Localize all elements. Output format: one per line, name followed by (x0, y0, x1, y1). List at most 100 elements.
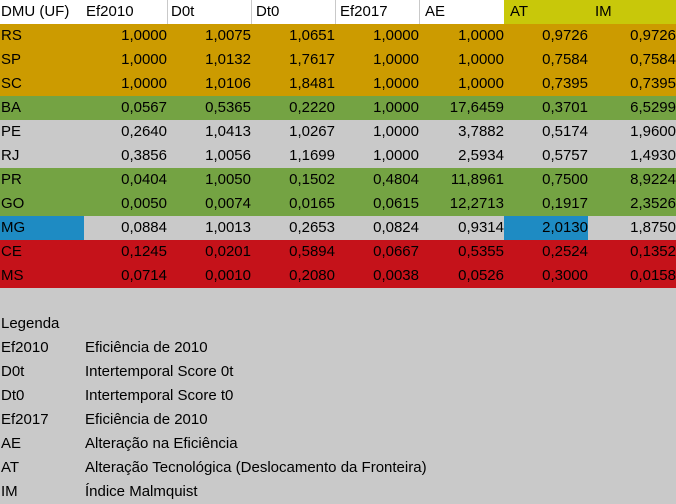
table-cell: 1,0000 (458, 27, 504, 44)
table-cell: 1,4930 (630, 147, 676, 164)
table-cell: 0,9726 (630, 27, 676, 44)
row-label: PR (1, 171, 22, 188)
legend-item: AT Alteração Tecnológica (Deslocamento da… (0, 456, 676, 480)
table-cell: 1,0413 (205, 123, 251, 140)
column-header: Ef2010 (84, 0, 167, 24)
table-cell: 0,0615 (373, 195, 419, 212)
table-cell: 0,0567 (121, 99, 167, 116)
table-row: SP 1,0000 1,0132 1,7617 1,0000 1,0000 0,7584 0,… (0, 48, 676, 72)
row-label: MS (1, 267, 24, 284)
column-header: D0t (168, 0, 251, 24)
table-cell: 8,9224 (630, 171, 676, 188)
legend-items: Ef2010 Eficiência de 2010 D0t Intertemporal… (0, 336, 676, 504)
row-label: RJ (1, 147, 20, 164)
table-cell: 0,0050 (121, 195, 167, 212)
table-cell: 1,0000 (373, 75, 419, 92)
table-cell: 0,0158 (630, 267, 676, 284)
table-cell: 1,0132 (205, 51, 251, 68)
table-row: BA 0,0567 0,5365 0,2220 1,0000 17,6459 0,3701 6… (0, 96, 676, 120)
table-cell: 6,5299 (630, 99, 676, 116)
table-cell: 0,7395 (542, 75, 588, 92)
table-cell: 1,0000 (373, 51, 419, 68)
legend-description: Alteração Tecnológica (Deslocamento da F… (85, 459, 427, 476)
table-cell: 0,3701 (542, 99, 588, 116)
column-header: IM (588, 0, 676, 24)
table-cell: 1,0050 (205, 171, 251, 188)
legend-item: Ef2017 Eficiência de 2010 (0, 408, 676, 432)
legend-title: Legenda (1, 315, 60, 332)
table-row: MS 0,0714 0,0010 0,2080 0,0038 0,0526 0,3000 0,… (0, 264, 676, 288)
table-cell: 0,1352 (630, 243, 676, 260)
table-cell: 2,0130 (504, 216, 588, 240)
table-row: RS 1,0000 1,0075 1,0651 1,0000 1,0000 0,9726 0,… (0, 24, 676, 48)
table-cell: 0,0526 (458, 267, 504, 284)
row-label: MG (0, 216, 84, 240)
legend-item: Ef2010 Eficiência de 2010 (0, 336, 676, 360)
table-cell: 2,3526 (630, 195, 676, 212)
table-cell: 12,2713 (449, 195, 504, 212)
table-cell: 0,5757 (542, 147, 588, 164)
table-cell: 1,0000 (458, 75, 504, 92)
table-cell: 0,0714 (121, 267, 167, 284)
legend-description: Eficiência de 2010 (85, 411, 208, 428)
table-cell: 0,2640 (121, 123, 167, 140)
table-cell: 0,0884 (121, 219, 167, 236)
table-row: PE 0,2640 1,0413 1,0267 1,0000 3,7882 0,5174 1,… (0, 120, 676, 144)
table-cell: 0,5355 (458, 243, 504, 260)
table-cell: 0,1245 (121, 243, 167, 260)
row-label: SP (1, 51, 22, 68)
table-cell: 0,5365 (205, 99, 251, 116)
table-row: CE 0,1245 0,0201 0,5894 0,0667 0,5355 0,2524 0,… (0, 240, 676, 264)
table-cell: 0,7395 (630, 75, 676, 92)
table-cell: 1,0056 (205, 147, 251, 164)
column-header: Dt0 (252, 0, 335, 24)
table-cell: 1,0000 (458, 51, 504, 68)
table-cell: 1,0000 (373, 123, 419, 140)
table-row: RJ 0,3856 1,0056 1,1699 1,0000 2,5934 0,5757 1,… (0, 144, 676, 168)
table-cell: 1,0267 (289, 123, 335, 140)
table-cell: 1,8750 (630, 219, 676, 236)
legend: Legenda Ef2010 Eficiência de 2010 D0t Inter… (0, 312, 676, 504)
table-cell: 0,0201 (205, 243, 251, 260)
legend-item: AE Alteração na Eficiência (0, 432, 676, 456)
table-cell: 3,7882 (458, 123, 504, 140)
table-cell: 1,0651 (289, 27, 335, 44)
column-header: Ef2017 (336, 0, 419, 24)
table-row: GO 0,0050 0,0074 0,0165 0,0615 12,2713 0,1917 2… (0, 192, 676, 216)
table-cell: 0,1917 (542, 195, 588, 212)
column-header: DMU (UF) (0, 0, 84, 24)
table-row: MG 0,0884 1,0013 0,2653 0,0824 0,9314 2,0130 1,… (0, 216, 676, 240)
table-cell: 0,5894 (289, 243, 335, 260)
table-cell: 0,0667 (373, 243, 419, 260)
legend-description: Alteração na Eficiência (85, 435, 238, 452)
data-table: DMU (UF) Ef2010 D0t Dt0 Ef2017 AE AT IM RS 1,0000… (0, 0, 676, 288)
table-cell: 0,0165 (289, 195, 335, 212)
row-label: CE (1, 243, 22, 260)
table-cell: 0,2653 (289, 219, 335, 236)
table-row: PR 0,0404 1,0050 0,1502 0,4804 11,8961 0,7500 8… (0, 168, 676, 192)
table-cell: 1,0000 (373, 99, 419, 116)
row-label: GO (1, 195, 25, 212)
row-label: BA (1, 99, 22, 116)
row-label: RS (1, 27, 22, 44)
table-cell: 1,7617 (289, 51, 335, 68)
legend-code: Ef2010 (1, 339, 49, 356)
table-cell: 11,8961 (450, 171, 504, 188)
table-cell: 0,7500 (542, 171, 588, 188)
table-cell: 0,5174 (542, 123, 588, 140)
table-cell: 0,2524 (542, 243, 588, 260)
legend-code: AT (1, 459, 20, 476)
table-cell: 1,8481 (289, 75, 335, 92)
table-cell: 0,1502 (289, 171, 335, 188)
table-cell: 0,0074 (205, 195, 251, 212)
table-cell: 1,1699 (289, 147, 335, 164)
column-header: AT (504, 0, 588, 24)
table-cell: 0,7584 (630, 51, 676, 68)
legend-description: Intertemporal Score 0t (85, 363, 234, 380)
row-label: SC (1, 75, 22, 92)
table-cell: 0,9726 (542, 27, 588, 44)
legend-code: Dt0 (1, 387, 25, 404)
table-cell: 1,9600 (630, 123, 676, 140)
table-cell: 0,0038 (373, 267, 419, 284)
table-cell: 17,6459 (449, 99, 504, 116)
